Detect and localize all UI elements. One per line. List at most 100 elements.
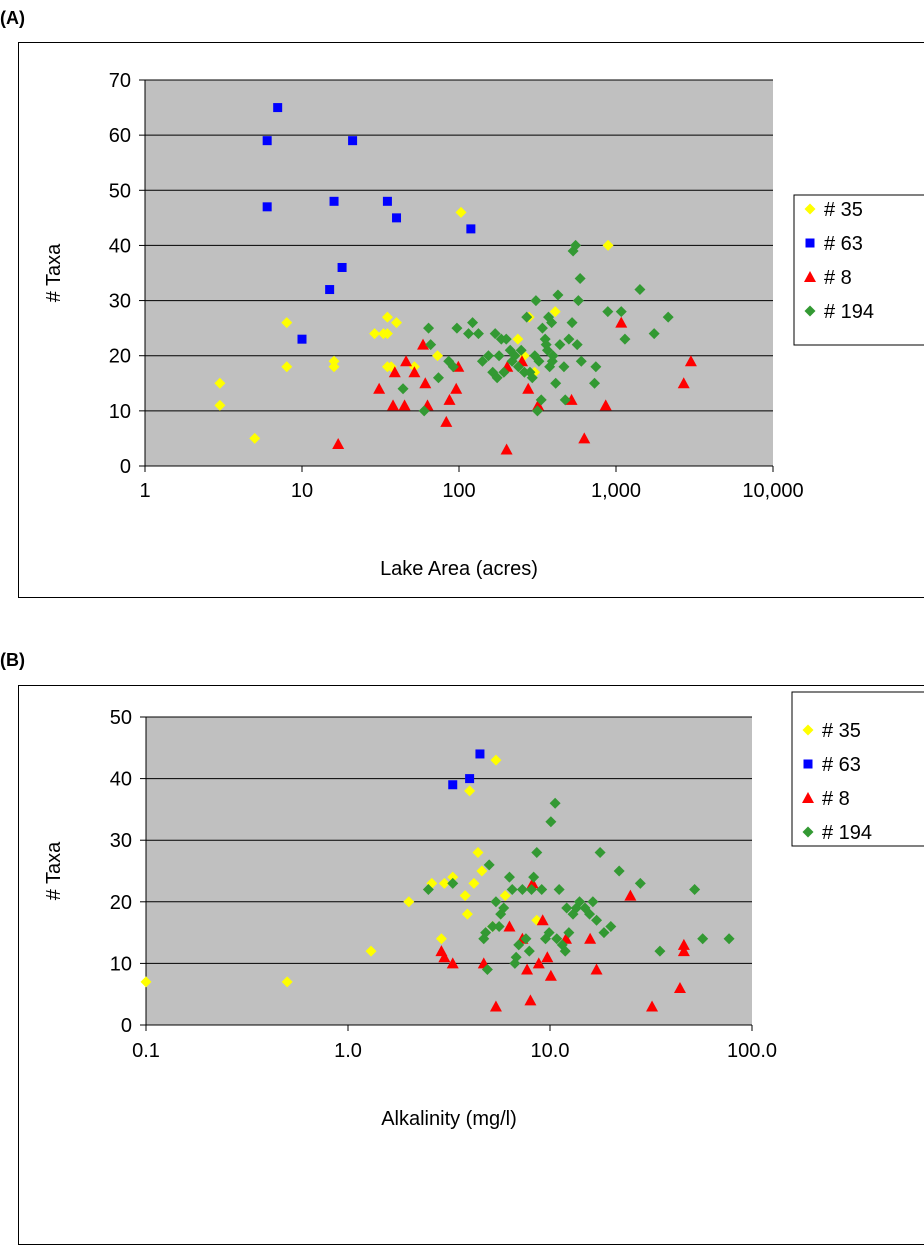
x-tick-label: 1,000 bbox=[591, 480, 641, 502]
data-point-series-3 bbox=[387, 399, 400, 411]
data-point-series-1 bbox=[281, 361, 293, 373]
data-point-series-4 bbox=[531, 405, 543, 417]
data-point-series-2 bbox=[325, 285, 335, 295]
data-point-series-4 bbox=[451, 322, 463, 334]
data-point-series-4 bbox=[570, 239, 582, 251]
legend-label: # 35 bbox=[824, 199, 863, 221]
data-point-series-4 bbox=[535, 394, 547, 406]
legend-label: # 8 bbox=[824, 267, 852, 289]
data-point-series-4 bbox=[476, 355, 488, 367]
data-point-series-1 bbox=[281, 317, 293, 329]
data-point-series-4 bbox=[533, 355, 545, 367]
data-point-series-3 bbox=[677, 377, 690, 389]
data-point-series-3 bbox=[388, 366, 401, 378]
data-point-series-3 bbox=[565, 393, 578, 405]
y-axis-title: # Taxa bbox=[43, 243, 65, 302]
data-point-series-4 bbox=[447, 361, 459, 373]
data-point-series-4 bbox=[512, 361, 524, 373]
data-point-series-2 bbox=[382, 196, 392, 206]
data-point-series-4 bbox=[482, 350, 494, 362]
data-point-series-2 bbox=[329, 196, 339, 206]
data-point-series-4 bbox=[526, 372, 538, 384]
data-point-series-1 bbox=[249, 432, 261, 444]
data-point-series-3 bbox=[332, 437, 345, 449]
data-point-series-4 bbox=[575, 355, 587, 367]
data-point-series-4 bbox=[571, 339, 583, 351]
legend-marker bbox=[805, 238, 815, 248]
data-point-series-2 bbox=[297, 334, 307, 344]
y-tick-label: 50 bbox=[109, 180, 131, 202]
data-point-series-4 bbox=[572, 295, 584, 307]
legend bbox=[793, 194, 924, 346]
data-point-series-3 bbox=[443, 393, 456, 405]
data-point-series-4 bbox=[498, 366, 510, 378]
data-point-series-4 bbox=[425, 339, 437, 351]
data-point-series-1 bbox=[455, 206, 467, 218]
data-point-series-1 bbox=[602, 239, 614, 251]
data-point-series-3 bbox=[417, 338, 430, 350]
data-point-series-3 bbox=[440, 415, 453, 427]
data-point-series-2 bbox=[273, 103, 283, 113]
panel-b-label: (B) bbox=[0, 650, 25, 670]
legend-marker bbox=[804, 271, 816, 282]
data-point-series-3 bbox=[500, 443, 513, 455]
data-point-series-3 bbox=[522, 382, 535, 394]
data-point-series-1 bbox=[549, 306, 561, 318]
panel-a-label: (A) bbox=[0, 8, 25, 28]
x-tick-label: 10 bbox=[291, 480, 313, 502]
y-tick-label: 40 bbox=[109, 235, 131, 257]
data-point-series-3 bbox=[408, 366, 421, 378]
data-point-series-4 bbox=[615, 306, 627, 318]
legend-marker bbox=[804, 203, 816, 215]
data-point-series-4 bbox=[423, 322, 435, 334]
data-point-series-4 bbox=[472, 328, 484, 340]
data-point-series-4 bbox=[467, 317, 479, 329]
data-point-series-4 bbox=[463, 328, 475, 340]
data-point-series-4 bbox=[648, 328, 660, 340]
data-point-series-4 bbox=[552, 289, 564, 301]
data-point-series-4 bbox=[550, 377, 562, 389]
data-point-series-3 bbox=[684, 355, 697, 367]
data-point-series-4 bbox=[558, 361, 570, 373]
data-point-series-4 bbox=[530, 295, 542, 307]
data-point-series-4 bbox=[491, 372, 503, 384]
data-point-series-1 bbox=[432, 350, 444, 362]
data-point-series-3 bbox=[532, 399, 545, 411]
data-point-series-4 bbox=[563, 333, 575, 345]
data-point-series-4 bbox=[432, 372, 444, 384]
data-point-series-4 bbox=[566, 317, 578, 329]
data-point-series-4 bbox=[521, 311, 533, 323]
data-point-series-4 bbox=[541, 344, 553, 356]
plot-area bbox=[145, 80, 773, 466]
data-point-series-2 bbox=[262, 202, 272, 212]
data-point-series-4 bbox=[418, 405, 430, 417]
data-point-series-4 bbox=[489, 328, 501, 340]
data-point-series-4 bbox=[619, 333, 631, 345]
data-point-series-4 bbox=[493, 350, 505, 362]
legend-marker bbox=[804, 305, 816, 317]
data-point-series-4 bbox=[602, 306, 614, 318]
data-point-series-2 bbox=[392, 213, 402, 223]
x-tick-label: 10,000 bbox=[742, 480, 803, 502]
data-point-series-1 bbox=[214, 377, 226, 389]
data-point-series-4 bbox=[397, 383, 409, 395]
data-point-series-4 bbox=[590, 361, 602, 373]
data-point-series-3 bbox=[599, 399, 612, 411]
data-point-series-4 bbox=[589, 377, 601, 389]
data-point-series-1 bbox=[381, 311, 393, 323]
y-tick-label: 70 bbox=[109, 70, 131, 92]
data-point-series-4 bbox=[518, 366, 530, 378]
data-point-series-3 bbox=[373, 382, 386, 394]
legend-label: # 63 bbox=[824, 233, 863, 255]
data-point-series-4 bbox=[500, 333, 512, 345]
x-axis-title: Lake Area (acres) bbox=[380, 558, 538, 580]
data-point-series-3 bbox=[450, 382, 463, 394]
data-point-series-2 bbox=[337, 262, 347, 272]
data-point-series-4 bbox=[546, 317, 558, 329]
data-point-series-4 bbox=[547, 350, 559, 362]
data-point-series-3 bbox=[400, 355, 413, 367]
data-point-series-4 bbox=[536, 322, 548, 334]
x-tick-label: 1 bbox=[139, 480, 150, 502]
y-tick-label: 10 bbox=[109, 401, 131, 423]
